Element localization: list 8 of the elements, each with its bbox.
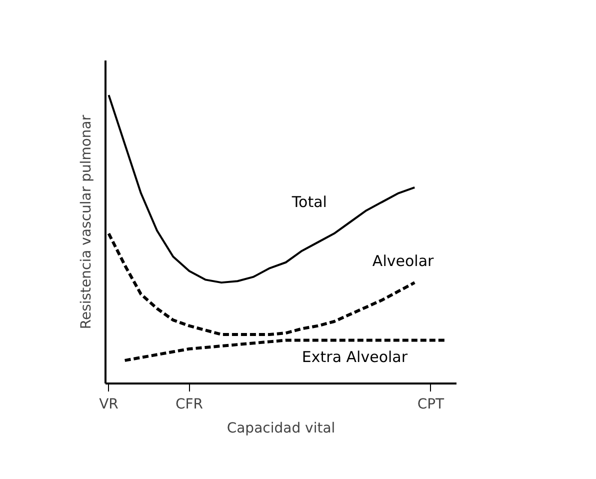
series-label: Alveolar bbox=[372, 252, 435, 270]
series-label: Total bbox=[290, 192, 327, 211]
x-axis-title: Capacidad vital bbox=[226, 420, 336, 436]
series-label: Extra Alveolar bbox=[302, 348, 408, 366]
x-tick-label: CPT bbox=[417, 396, 445, 412]
x-tick-label: CFR bbox=[175, 396, 204, 412]
x-tick-label: VR bbox=[99, 396, 119, 412]
y-axis-title: Resistencia vascular pulmonar bbox=[78, 114, 94, 330]
